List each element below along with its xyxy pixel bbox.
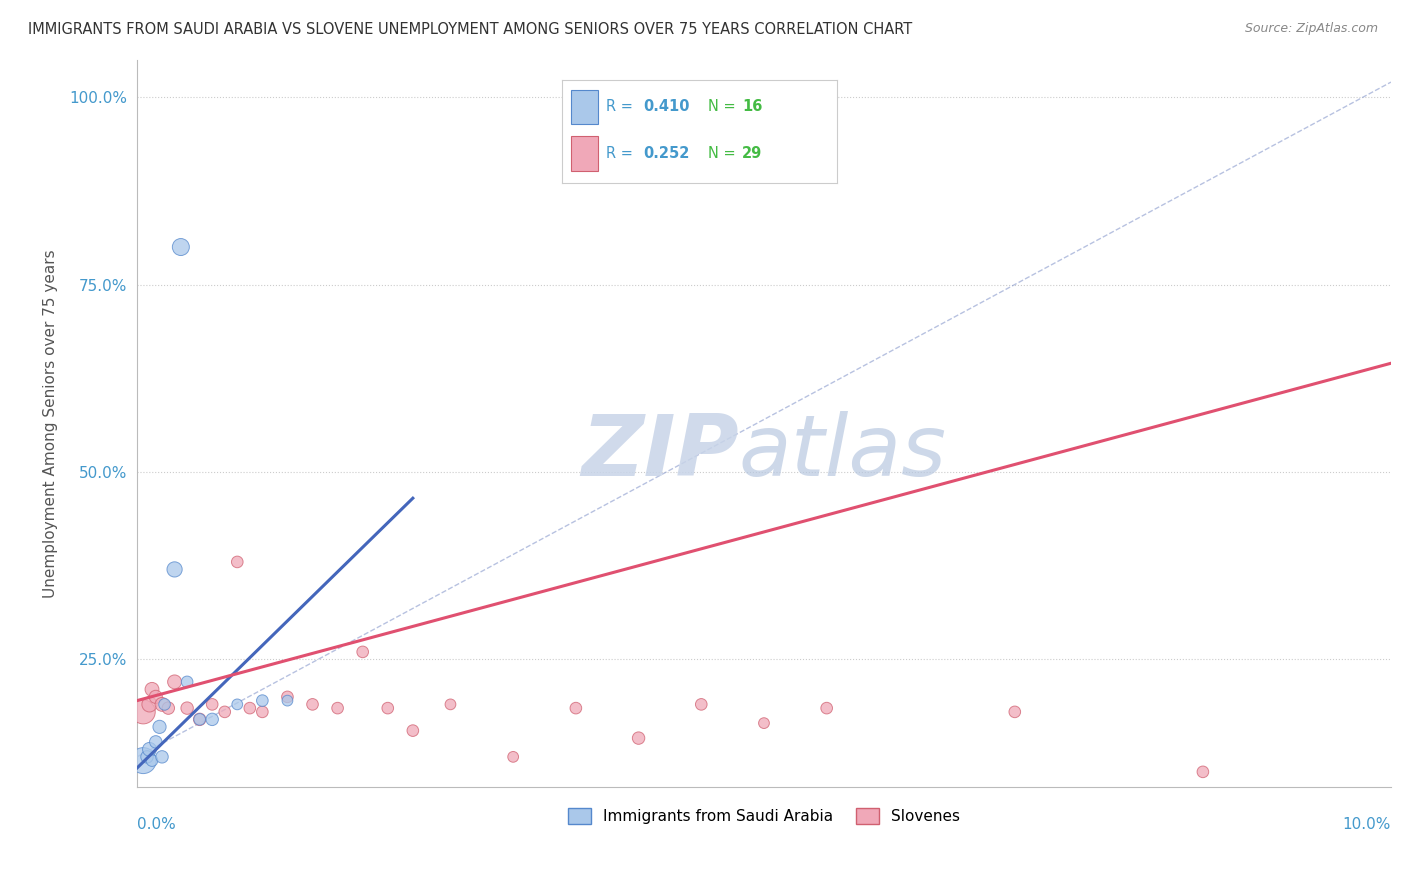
Point: [752, 716, 775, 731]
Point: [132, 705, 155, 719]
Point: [252, 693, 274, 707]
Point: [176, 701, 198, 715]
Point: [201, 698, 224, 712]
Point: [157, 701, 180, 715]
Point: [352, 645, 374, 659]
Point: [326, 701, 349, 715]
Point: [815, 701, 838, 715]
Point: [153, 698, 176, 712]
Point: [163, 562, 186, 576]
Text: ZIP: ZIP: [581, 411, 740, 494]
Point: [402, 723, 425, 738]
Text: 0.252: 0.252: [644, 145, 690, 161]
Point: [276, 693, 298, 707]
Point: [188, 712, 211, 726]
Text: IMMIGRANTS FROM SAUDI ARABIA VS SLOVENE UNEMPLOYMENT AMONG SENIORS OVER 75 YEARS: IMMIGRANTS FROM SAUDI ARABIA VS SLOVENE …: [28, 22, 912, 37]
Text: atlas: atlas: [740, 411, 946, 494]
Point: [214, 705, 236, 719]
Point: [176, 674, 198, 689]
Point: [301, 698, 323, 712]
Point: [239, 701, 262, 715]
Point: [163, 674, 186, 689]
Point: [150, 749, 173, 764]
Point: [150, 698, 173, 712]
Bar: [571, 136, 598, 170]
Point: [141, 682, 163, 697]
Point: [145, 690, 167, 704]
Text: 16: 16: [742, 99, 762, 114]
Point: [138, 698, 160, 712]
Point: [565, 701, 588, 715]
Point: [188, 712, 211, 726]
Text: 0.0%: 0.0%: [136, 817, 176, 832]
Text: Source: ZipAtlas.com: Source: ZipAtlas.com: [1244, 22, 1378, 36]
Point: [201, 712, 224, 726]
Point: [627, 731, 650, 745]
Point: [145, 735, 167, 749]
Point: [141, 754, 163, 768]
Point: [226, 698, 249, 712]
Text: N =: N =: [707, 99, 740, 114]
Text: R =: R =: [606, 145, 638, 161]
Legend: Immigrants from Saudi Arabia, Slovenes: Immigrants from Saudi Arabia, Slovenes: [562, 802, 966, 830]
Y-axis label: Unemployment Among Seniors over 75 years: Unemployment Among Seniors over 75 years: [44, 249, 58, 598]
Bar: [571, 89, 598, 124]
Point: [439, 698, 461, 712]
Point: [138, 742, 160, 756]
Point: [502, 749, 524, 764]
Point: [690, 698, 713, 712]
Text: 10.0%: 10.0%: [1343, 817, 1391, 832]
Point: [170, 240, 193, 254]
Text: 0.410: 0.410: [644, 99, 690, 114]
Point: [136, 749, 159, 764]
Text: 29: 29: [742, 145, 762, 161]
Point: [252, 705, 274, 719]
Point: [1004, 705, 1026, 719]
Point: [132, 754, 155, 768]
Point: [1192, 764, 1215, 779]
Text: R =: R =: [606, 99, 638, 114]
Text: N =: N =: [707, 145, 740, 161]
Point: [276, 690, 298, 704]
Point: [377, 701, 399, 715]
Point: [226, 555, 249, 569]
Point: [148, 720, 170, 734]
